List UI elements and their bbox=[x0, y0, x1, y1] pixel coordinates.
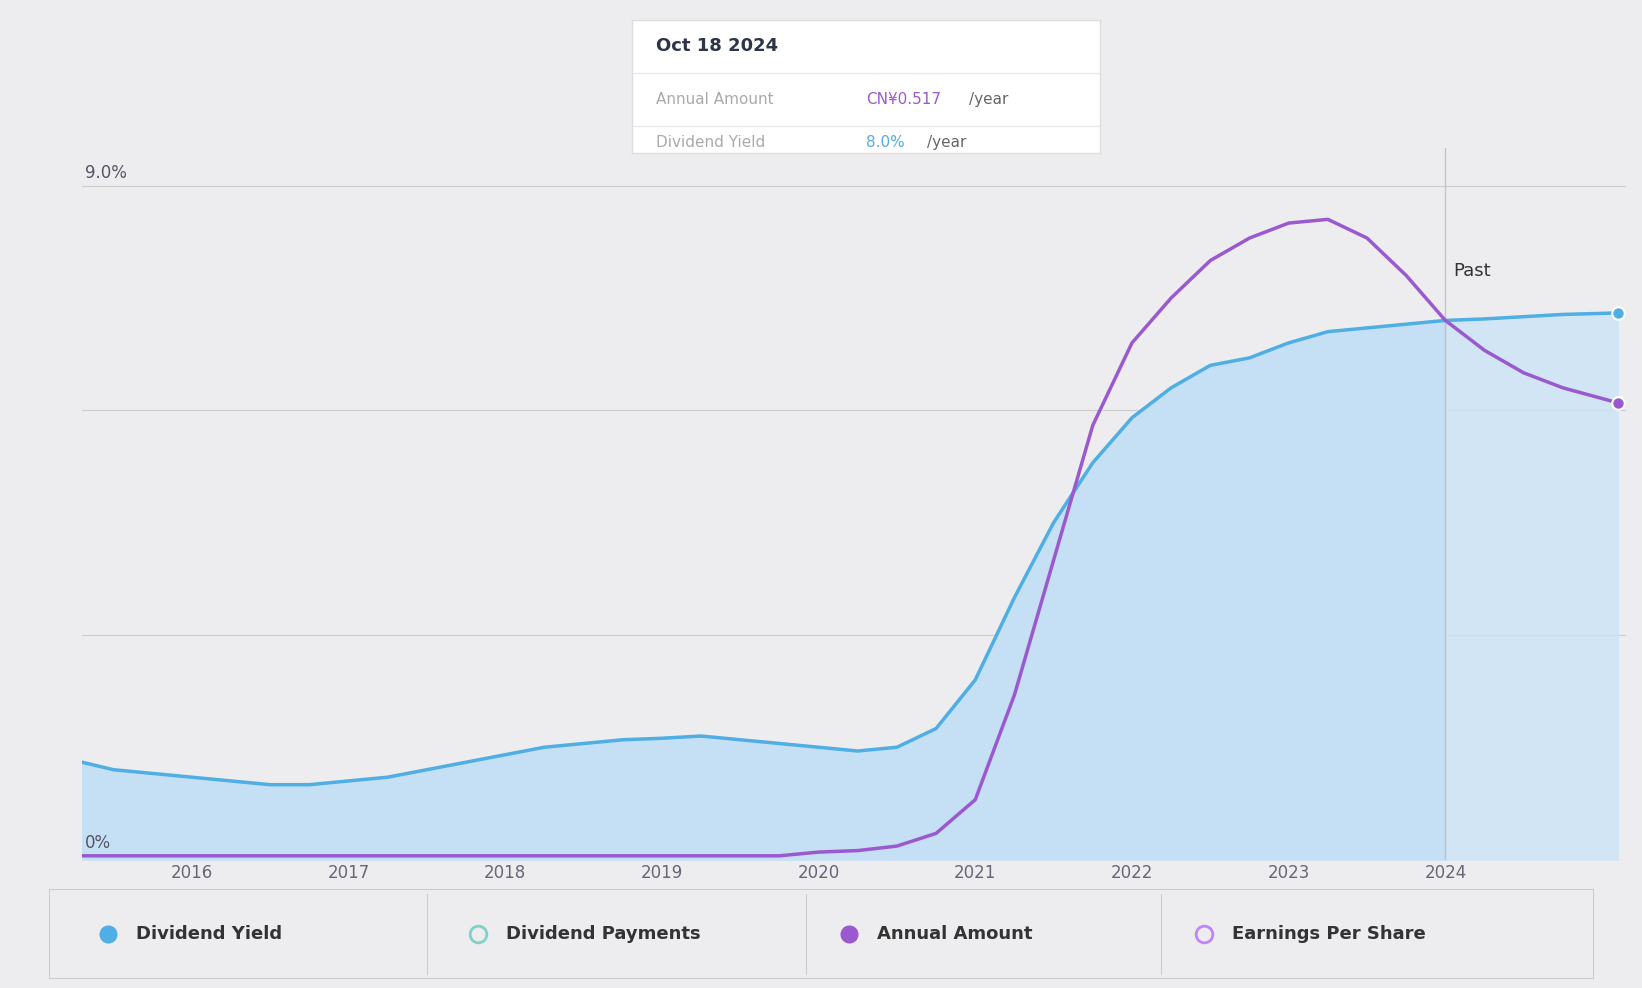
Text: CN¥0.517: CN¥0.517 bbox=[867, 92, 941, 108]
Text: /year: /year bbox=[928, 135, 967, 150]
Text: 8.0%: 8.0% bbox=[867, 135, 905, 150]
Text: /year: /year bbox=[969, 92, 1008, 108]
Text: Oct 18 2024: Oct 18 2024 bbox=[655, 38, 778, 55]
Text: Dividend Yield: Dividend Yield bbox=[655, 135, 765, 150]
Text: Dividend Yield: Dividend Yield bbox=[136, 925, 282, 943]
Text: Annual Amount: Annual Amount bbox=[655, 92, 773, 108]
Text: 9.0%: 9.0% bbox=[85, 164, 126, 182]
Text: Past: Past bbox=[1453, 262, 1491, 280]
Text: Earnings Per Share: Earnings Per Share bbox=[1232, 925, 1425, 943]
Text: Dividend Payments: Dividend Payments bbox=[506, 925, 701, 943]
Text: Annual Amount: Annual Amount bbox=[877, 925, 1033, 943]
Text: 0%: 0% bbox=[85, 834, 112, 852]
